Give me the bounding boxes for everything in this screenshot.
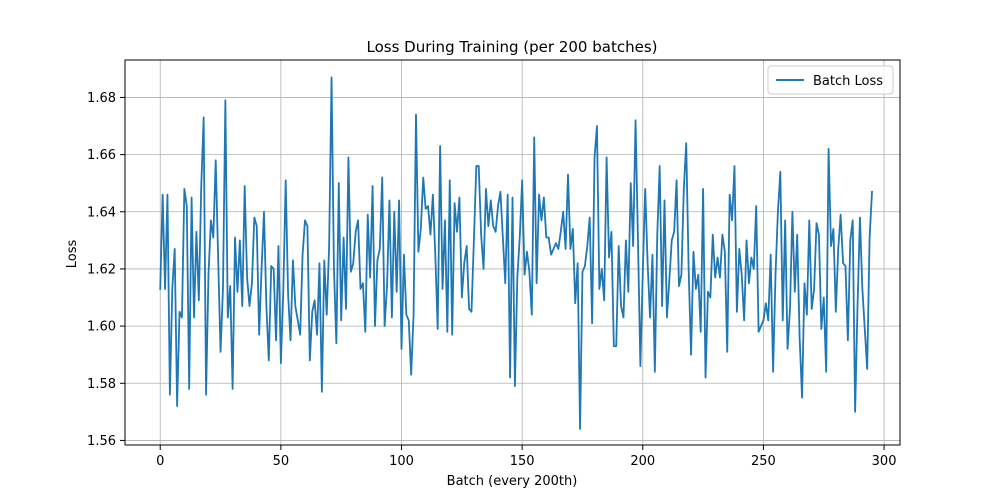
y-tick-label: 1.62 — [87, 262, 116, 277]
x-tick-label: 100 — [389, 454, 414, 469]
y-axis-label: Loss — [65, 240, 80, 269]
y-tick-label: 1.60 — [87, 320, 116, 335]
legend-box — [767, 65, 894, 95]
x-axis-label: Batch (every 200th) — [447, 474, 578, 489]
plot-area — [124, 59, 901, 446]
y-tick-label: 1.66 — [87, 148, 116, 163]
chart-title: Loss During Training (per 200 batches) — [367, 38, 658, 56]
x-axis: 0 50 100 150 200 250 300 — [156, 445, 896, 469]
series-layer — [159, 76, 873, 430]
y-axis: 1.56 1.58 1.60 1.62 1.64 1.66 1.68 — [87, 91, 125, 449]
x-tick-label: 0 — [156, 454, 164, 469]
y-tick-label: 1.56 — [87, 434, 116, 449]
legend: Batch Loss — [767, 65, 894, 95]
series-line-batch-loss — [159, 76, 873, 430]
y-tick-label: 1.58 — [87, 377, 116, 392]
x-tick-label: 250 — [751, 454, 776, 469]
x-tick-label: 200 — [630, 454, 655, 469]
x-tick-label: 50 — [273, 454, 290, 469]
legend-label: Batch Loss — [813, 74, 883, 89]
x-tick-label: 300 — [872, 454, 897, 469]
plot-frame — [124, 59, 901, 446]
x-tick-label: 150 — [510, 454, 535, 469]
y-tick-label: 1.64 — [87, 205, 116, 220]
y-tick-label: 1.68 — [87, 91, 116, 106]
